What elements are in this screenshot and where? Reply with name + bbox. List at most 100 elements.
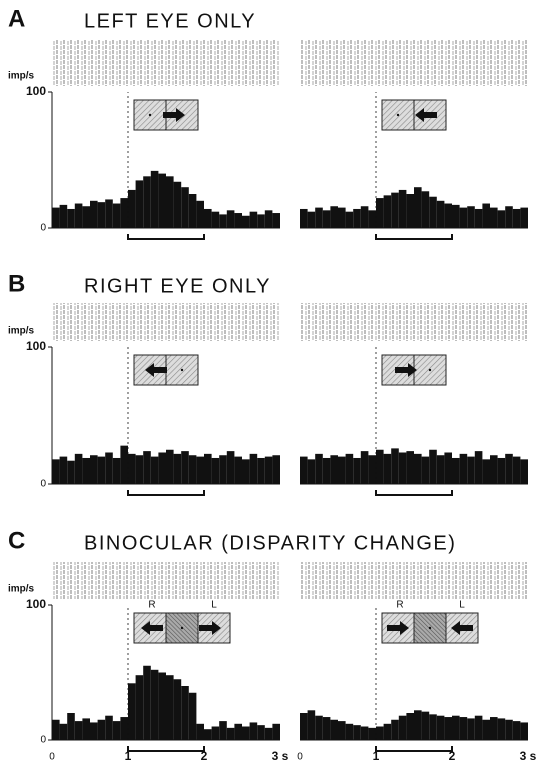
- histogram-bar: [97, 202, 106, 228]
- histogram-bar: [249, 211, 258, 228]
- arrow: [415, 108, 437, 122]
- histogram-bar: [429, 714, 437, 740]
- histogram-bar: [59, 204, 68, 228]
- histogram-bar: [376, 198, 384, 228]
- histogram-bar: [474, 451, 483, 484]
- histogram-bar: [219, 721, 227, 740]
- histogram-bar: [452, 715, 460, 740]
- histogram-bar: [315, 453, 323, 484]
- histogram-bar: [360, 451, 369, 484]
- histogram-bar: [414, 453, 422, 484]
- x-tick-label: 1: [125, 749, 132, 763]
- histogram-bar: [330, 719, 338, 740]
- histogram-bar: [158, 173, 166, 228]
- histogram-bar: [249, 722, 258, 740]
- histogram-bar: [345, 723, 354, 740]
- histogram-bar: [368, 727, 376, 740]
- stimulus-bar: [375, 490, 453, 496]
- panel-letter: C: [8, 527, 25, 554]
- arrow: [163, 108, 185, 122]
- panel: [300, 40, 528, 240]
- histogram-bar: [90, 200, 98, 228]
- raster: [300, 562, 528, 599]
- histogram-bar: [135, 180, 144, 228]
- y-axis-label: imp/s: [8, 71, 35, 82]
- histogram-bar: [315, 207, 323, 228]
- histogram-bar: [97, 719, 106, 740]
- histogram-bar: [459, 453, 468, 484]
- histogram-bar: [143, 451, 151, 484]
- histogram-bar: [353, 457, 361, 484]
- histogram-bar: [112, 457, 121, 484]
- histogram-bar: [376, 449, 384, 484]
- histogram-bar: [398, 715, 407, 740]
- histogram-bar: [414, 187, 422, 228]
- histogram-bar: [204, 729, 212, 740]
- histogram-bar: [120, 717, 128, 740]
- histogram-bar: [74, 453, 83, 484]
- histogram-bar: [345, 211, 354, 228]
- histogram-bar: [459, 207, 468, 228]
- histogram-bar: [135, 675, 144, 740]
- histogram-bar: [242, 215, 250, 228]
- histogram-bar: [376, 726, 384, 740]
- histogram-bar: [391, 719, 399, 740]
- histogram-bar: [383, 453, 392, 484]
- histogram-bar: [391, 448, 399, 484]
- histogram-bar: [482, 203, 490, 228]
- y-tick-label: 0: [40, 735, 46, 746]
- arrow: [141, 621, 163, 635]
- histogram-bar: [383, 723, 392, 740]
- histogram-bar: [322, 457, 331, 484]
- histogram-bar: [353, 208, 361, 228]
- histogram-bar: [249, 453, 258, 484]
- histogram-bar: [204, 208, 212, 228]
- histogram-bar: [360, 726, 369, 740]
- histogram-bar: [398, 452, 407, 484]
- histogram-bar: [368, 455, 376, 484]
- stimulus-box: [165, 354, 199, 386]
- histogram-bar: [204, 453, 212, 484]
- histogram-bar: [158, 672, 166, 740]
- histogram-bar: [497, 210, 506, 228]
- histogram-bar: [406, 713, 414, 740]
- histogram-bar: [338, 207, 346, 228]
- histogram-bar: [181, 686, 189, 740]
- histogram-bar: [196, 200, 204, 228]
- raster: [300, 303, 528, 341]
- histogram-bar: [505, 719, 513, 740]
- histogram-bar: [482, 459, 490, 484]
- histogram-bar: [482, 719, 490, 740]
- histogram-bar: [414, 710, 422, 740]
- histogram-bar: [105, 452, 113, 484]
- y-tick-label: 0: [40, 223, 46, 234]
- histogram-bar: [452, 204, 460, 228]
- histogram-bar: [257, 214, 265, 228]
- x-tick-label: 2: [449, 749, 456, 763]
- histogram-bar: [444, 452, 452, 484]
- histogram-bar: [315, 715, 323, 740]
- histogram-bar: [406, 194, 414, 228]
- histogram-bar: [467, 718, 475, 740]
- histogram-bar: [211, 211, 220, 228]
- histogram-bar: [272, 213, 280, 228]
- histogram-bar: [150, 456, 159, 484]
- histogram-bar: [307, 459, 316, 484]
- icon-label: L: [211, 600, 217, 611]
- histogram-bar: [59, 723, 68, 740]
- histogram-bar: [360, 206, 369, 228]
- y-axis-label: imp/s: [8, 584, 35, 595]
- histogram-bar: [490, 207, 498, 228]
- histogram-bar: [338, 721, 346, 740]
- fixation-dot: [180, 626, 184, 630]
- histogram-bar: [383, 195, 392, 228]
- histogram-bar: [436, 715, 445, 740]
- histogram-bar: [173, 181, 182, 228]
- histogram-bar: [520, 459, 528, 484]
- histogram-bar: [421, 191, 430, 228]
- x-tick-label: 0: [297, 752, 303, 763]
- histogram-bar: [264, 210, 273, 228]
- y-tick-label: 100: [26, 597, 46, 611]
- icon-label: L: [459, 600, 465, 611]
- histogram-bar: [300, 456, 308, 484]
